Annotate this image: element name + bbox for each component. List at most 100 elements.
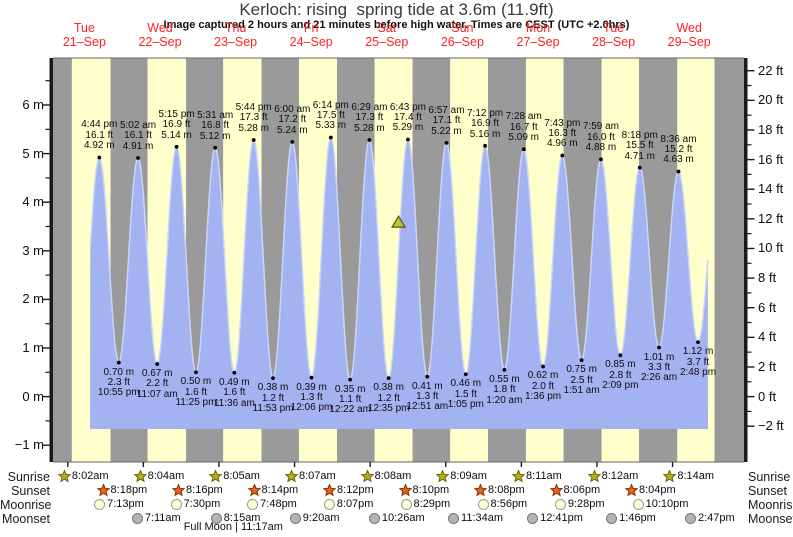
high-tide-label: 6:00 am 17.2 ft 5.24 m [274,103,311,136]
moonrise-icon [323,498,335,510]
sunrise-time: 8:12am [587,469,638,483]
sunset-row-label-right: Sunset [748,484,787,498]
sunrise-icon [360,469,374,482]
current-tide-marker [391,214,407,228]
low-tide-label: 0.67 m 2.2 ft 11:07 am [136,368,178,400]
low-tide-label: 0.35 m 1.1 ft 12:22 am [329,383,371,416]
sunset-icon [549,483,563,496]
sunset-time: 8:10pm [398,483,449,497]
y-axis-right-tick: 0 ft [758,388,777,404]
low-tide-label: 0.50 m 1.6 ft 11:25 pm [175,376,217,409]
sunrise-time: 8:11am [511,469,562,483]
low-tide-dot [541,364,545,369]
low-tide-label: 1.12 m 3.7 ft 2:48 pm [679,346,717,378]
sunrise-icon [436,469,450,482]
y-axis-right-tick: 12 ft [758,210,784,226]
moonrise-icon [477,498,489,510]
y-axis-right-tick: 20 ft [758,92,784,108]
y-axis-right-tick: 18 ft [758,121,784,137]
moonrise-time: 10:10pm [632,498,688,511]
sunset-icon [247,483,261,496]
sunrise-time: 8:09am [436,469,487,483]
sunset-time: 8:04pm [625,483,676,497]
sunset-time: 8:16pm [172,483,223,497]
capture-note: Image captured 2 hours and 21 minutes be… [163,19,630,31]
low-tide-label: 0.38 m 1.2 ft 11:53 pm [252,382,294,414]
low-tide-label: 0.38 m 1.2 ft 12:35 pm [367,382,410,414]
sunset-time: 8:18pm [96,483,147,497]
low-tide-dot [309,375,314,380]
high-tide-label: 7:59 am 16.0 ft 4.88 m [582,121,619,154]
high-tide-label: 8:36 am 15.2 ft 4.63 m [660,133,697,166]
moonset-icon [210,512,222,524]
sunset-row-label-left: Sunset [11,484,50,498]
low-tide-dot [579,358,584,363]
high-tide-dot [251,138,256,142]
high-tide-dot [136,156,140,160]
high-tide-label: 7:28 am 16.7 ft 5.09 m [505,111,542,144]
low-tide-dot [502,367,507,372]
day-label: Sat 25–Sep [365,21,409,49]
high-tide-dot [676,169,681,174]
high-tide-label: 6:43 pm 17.4 ft 5.29 m [389,101,427,134]
high-tide-dot [444,141,449,145]
low-tide-dot [425,374,430,379]
low-tide-dot [348,377,353,382]
low-tide-dot [657,345,661,350]
moonrise-row-label-right: Moonrise [748,498,793,512]
right-axis-bar [744,58,748,462]
day-label: Wed 29–Sep [667,21,711,49]
moonrise-icon [94,498,106,510]
high-tide-label: 5:44 pm 17.3 ft 5.28 m [235,101,272,134]
low-tide-dot [696,340,700,345]
day-label: Wed 22–Sep [138,21,182,49]
low-tide-label: 0.85 m 2.8 ft 2:09 pm [602,359,639,392]
sunrise-icon [511,469,525,482]
sunrise-icon [133,469,147,482]
high-tide-dot [599,157,603,162]
y-axis-left-tick: 5 m [22,145,44,161]
moonset-icon [368,512,380,524]
sunset-time: 8:08pm [474,483,525,497]
sunrise-icon [284,469,298,482]
moonrise-time: 8:29pm [400,498,450,511]
y-axis-right-tick: 8 ft [758,270,777,286]
moonset-icon [448,512,460,524]
full-moon-note: Full Moon | 11:17am [183,521,283,533]
sunset-time: 8:12pm [323,483,374,497]
sunset-icon [96,483,110,496]
moonrise-icon [632,498,644,510]
high-tide-dot [483,143,487,148]
high-tide-label: 7:43 pm 16.3 ft 4.96 m [544,117,581,150]
moonrise-row-label-left: Moonrise [0,498,52,512]
sunset-time: 8:06pm [549,483,600,497]
moonset-time: 7:11am [131,512,181,525]
sunset-icon [398,483,412,496]
low-tide-dot [463,372,468,377]
low-tide-dot [271,376,275,381]
high-tide-dot [328,135,333,140]
sunrise-time: 8:05am [209,469,260,483]
sunrise-icon [663,469,677,482]
day-label: Tue 21–Sep [62,21,106,49]
moonset-time: 9:20am [289,512,340,525]
moonrise-time: 9:28pm [554,498,605,511]
day-label: Fri 24–Sep [289,21,333,49]
low-tide-label: 0.55 m 1.8 ft 1:20 am [486,373,523,406]
moonset-icon [527,512,539,524]
moonrise-icon [170,498,182,510]
sunrise-row-label-left: Sunrise [7,470,50,484]
moonset-row-label-left: Moonset [2,512,50,526]
high-tide-dot [97,155,102,160]
high-tide-label: 6:57 am 17.1 ft 5.22 m [428,104,465,137]
low-tide-label: 0.75 m 2.5 ft 1:51 am [563,364,600,396]
y-axis-right-tick: 22 ft [758,62,784,78]
high-tide-label: 8:18 pm 15.5 ft 4.71 m [621,129,658,162]
moonset-time: 8:15am [210,512,260,525]
moonset-time: 2:47pm [684,512,735,525]
moonrise-time: 8:56pm [477,498,527,511]
sunrise-icon [57,469,71,482]
y-axis-right-tick: 14 ft [758,181,784,197]
